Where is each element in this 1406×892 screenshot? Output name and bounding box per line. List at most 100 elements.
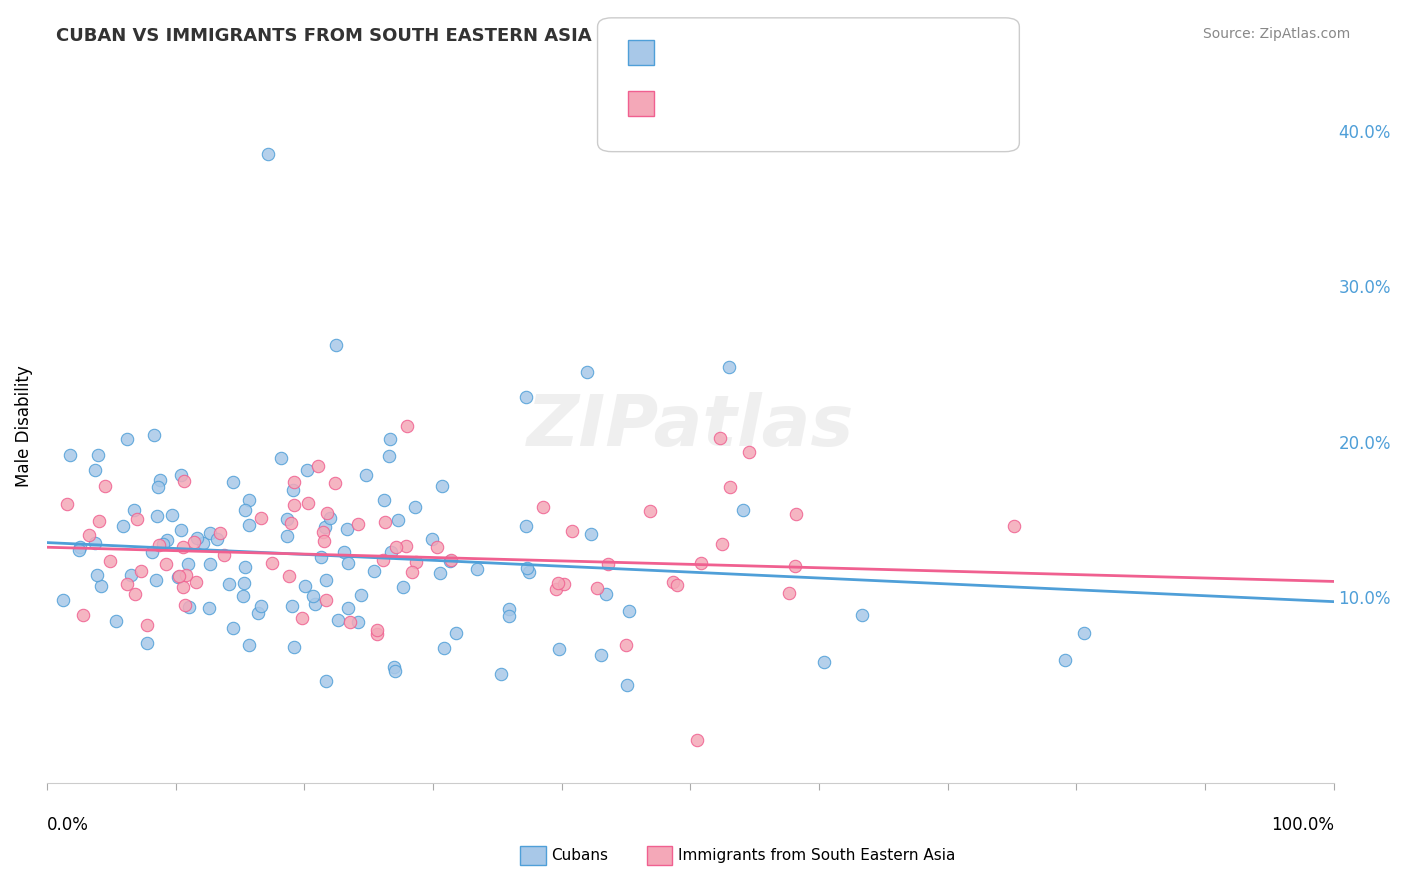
Point: [333, 545, 356, 559]
Point: [52, 592, 75, 607]
Point: [596, 557, 619, 571]
Point: [270, 450, 292, 465]
Point: [718, 480, 741, 494]
Point: [172, 540, 194, 554]
Point: [167, 569, 190, 583]
Point: [90, 579, 112, 593]
Point: [83, 463, 105, 477]
Point: [222, 475, 245, 489]
Point: [155, 558, 177, 572]
Point: [662, 574, 685, 589]
Point: [586, 581, 609, 595]
Point: [1002, 519, 1025, 533]
Point: [156, 533, 179, 547]
Point: [276, 511, 298, 525]
Point: [186, 531, 208, 545]
Point: [420, 533, 443, 547]
Point: [709, 431, 731, 445]
Y-axis label: Male Disability: Male Disability: [15, 365, 32, 487]
Point: [148, 480, 170, 494]
Point: [135, 618, 157, 632]
Point: [717, 359, 740, 374]
Point: [783, 558, 806, 573]
Point: [115, 577, 138, 591]
Point: [553, 577, 575, 591]
Point: [323, 475, 346, 490]
Text: ZIPatlas: ZIPatlas: [527, 392, 853, 460]
Point: [433, 641, 456, 656]
Point: [191, 536, 214, 550]
Point: [326, 613, 349, 627]
Point: [184, 575, 207, 590]
Point: [167, 570, 190, 584]
Point: [208, 525, 231, 540]
Point: [173, 474, 195, 488]
Point: [429, 566, 451, 580]
Point: [124, 587, 146, 601]
Point: [233, 576, 256, 591]
Point: [250, 510, 273, 524]
Point: [350, 588, 373, 602]
Point: [366, 627, 388, 641]
Point: [233, 503, 256, 517]
Point: [374, 516, 396, 530]
Point: [131, 565, 153, 579]
Point: [277, 568, 299, 582]
Point: [177, 557, 200, 571]
Point: [145, 573, 167, 587]
Point: [83, 536, 105, 550]
Point: [373, 493, 395, 508]
Point: [363, 564, 385, 578]
Point: [238, 492, 260, 507]
Text: Immigrants from South Eastern Asia: Immigrants from South Eastern Asia: [678, 848, 955, 863]
Point: [561, 524, 583, 538]
Point: [69, 540, 91, 554]
Point: [77, 528, 100, 542]
Point: [426, 541, 449, 555]
Point: [315, 593, 337, 607]
Point: [405, 555, 427, 569]
Point: [183, 535, 205, 549]
Point: [238, 518, 260, 533]
Point: [304, 597, 326, 611]
Point: [170, 523, 193, 537]
Point: [380, 432, 402, 446]
Point: [146, 509, 169, 524]
Point: [395, 539, 418, 553]
Point: [111, 519, 134, 533]
Point: [384, 664, 406, 678]
Point: [218, 576, 240, 591]
Point: [401, 566, 423, 580]
Point: [366, 623, 388, 637]
Point: [198, 600, 221, 615]
Point: [314, 534, 336, 549]
Text: Cubans: Cubans: [551, 848, 609, 863]
Point: [396, 419, 419, 434]
Point: [56, 497, 79, 511]
Point: [378, 449, 401, 463]
Point: [614, 638, 637, 652]
Point: [142, 428, 165, 442]
Point: [498, 602, 520, 616]
Point: [281, 483, 304, 497]
Point: [336, 522, 359, 536]
Point: [686, 733, 709, 747]
Point: [86, 568, 108, 582]
Point: [314, 520, 336, 534]
Point: [319, 511, 342, 525]
Point: [174, 567, 197, 582]
Point: [247, 607, 270, 621]
Point: [439, 554, 461, 568]
Point: [337, 600, 360, 615]
Point: [170, 468, 193, 483]
Point: [392, 580, 415, 594]
Point: [117, 433, 139, 447]
Point: [295, 463, 318, 477]
Point: [260, 556, 283, 570]
Point: [544, 582, 567, 596]
Point: [152, 537, 174, 551]
Point: [87, 449, 110, 463]
Text: R = -0.121   N =  71: R = -0.121 N = 71: [665, 94, 834, 112]
Point: [579, 526, 602, 541]
Point: [689, 556, 711, 570]
